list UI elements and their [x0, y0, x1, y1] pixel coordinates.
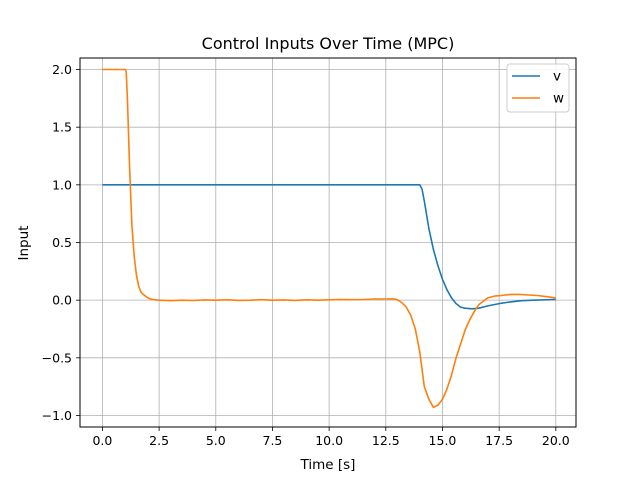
axis-ticks: 0.0 2.5 5.0 7.5 10.0 12.5 15.0 17.5 20.0 −1.0 −0.5… — [42, 62, 570, 448]
y-tick-label: 2.0 — [52, 62, 72, 77]
x-tick-label: 5.0 — [206, 433, 226, 448]
x-tick-label: 2.5 — [149, 433, 169, 448]
series-line-w — [102, 68, 556, 409]
y-tick-label: −1.0 — [42, 408, 72, 423]
x-tick-label: 10.0 — [315, 433, 343, 448]
x-tick-label: 17.5 — [485, 433, 513, 448]
y-tick-label: −0.5 — [42, 350, 72, 365]
legend-label-v: v — [553, 69, 561, 85]
grid-lines — [80, 58, 576, 427]
x-tick-label: 15.0 — [429, 433, 457, 448]
legend: vw — [506, 63, 570, 113]
x-axis-label: Time [s] — [300, 457, 356, 473]
chart-title: Control Inputs Over Time (MPC) — [202, 34, 455, 53]
y-tick-label: 0.0 — [52, 293, 72, 308]
y-tick-label: 1.0 — [52, 177, 72, 192]
x-tick-label: 7.5 — [263, 433, 283, 448]
y-tick-label: 0.5 — [52, 235, 72, 250]
legend-label-w: w — [553, 91, 564, 107]
series-group — [102, 68, 556, 409]
x-tick-label: 0.0 — [92, 433, 112, 448]
x-tick-label: 20.0 — [542, 433, 570, 448]
y-axis-label: Input — [16, 226, 32, 261]
series-line-v — [102, 184, 556, 310]
x-tick-label: 12.5 — [372, 433, 400, 448]
y-tick-label: 1.5 — [52, 120, 72, 135]
